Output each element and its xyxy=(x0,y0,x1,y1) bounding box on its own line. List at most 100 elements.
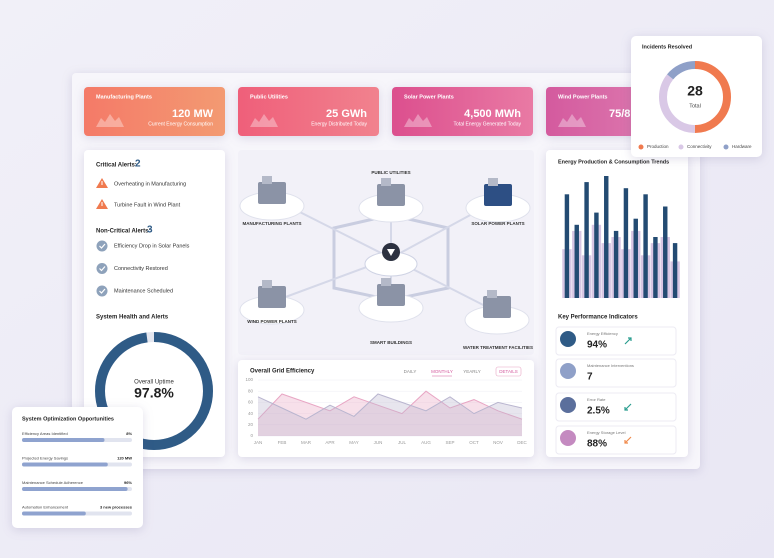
map-label: SMART BUILDINGS xyxy=(370,340,412,345)
card-value: 4,500 MWh xyxy=(464,108,521,120)
noncritical-title: Non-Critical Alerts: xyxy=(96,229,150,235)
card-title: Solar Power Plants xyxy=(404,94,454,100)
kpi-value: 94% xyxy=(587,340,607,351)
card-sparkline xyxy=(96,114,124,127)
map-building xyxy=(484,184,512,206)
trend-bar xyxy=(623,188,629,298)
x-tick-label: SEP xyxy=(445,440,454,445)
optimization-value: 96% xyxy=(124,480,132,485)
map-building xyxy=(258,286,286,308)
kpi-icon xyxy=(560,397,576,413)
check-icon xyxy=(96,285,108,297)
kpi-title: Key Performance Indicators xyxy=(558,315,638,321)
kpi-row xyxy=(555,326,677,356)
map-building xyxy=(377,184,405,206)
map-building-top xyxy=(262,280,272,288)
incidents-card xyxy=(631,36,762,157)
x-tick-label: FEB xyxy=(278,440,287,445)
kpi-row xyxy=(555,425,677,455)
details-label[interactable]: DETAILS xyxy=(499,369,517,374)
trend-bar xyxy=(663,206,668,298)
check-icon xyxy=(96,263,108,274)
map-label: WATER TREATMENT FACILITIES xyxy=(463,345,533,350)
progress-fill xyxy=(22,438,105,442)
map-building-top xyxy=(381,178,391,186)
incidents-total: 28 xyxy=(687,83,703,99)
legend-label: Connectivity xyxy=(687,144,712,149)
card-sparkline xyxy=(558,114,586,127)
trend-arrow xyxy=(624,337,632,345)
details-button[interactable] xyxy=(495,366,522,377)
stat-card xyxy=(84,87,225,136)
y-tick-label: 40 xyxy=(248,411,254,416)
kpi-value: 7 xyxy=(587,372,593,383)
chart-tab[interactable]: MONTHLY xyxy=(431,369,453,374)
kpi-icon xyxy=(560,430,576,446)
y-tick-label: 80 xyxy=(248,388,254,393)
check-mark xyxy=(99,288,106,294)
optimization-label: Automation Enhancement xyxy=(22,505,69,510)
chart-tab[interactable]: DAILY xyxy=(404,369,417,374)
map-label: MANUFACTURING PLANTS xyxy=(243,221,302,226)
card-title: Wind Power Plants xyxy=(558,94,607,100)
map-building-top xyxy=(488,178,498,186)
y-tick-label: 60 xyxy=(248,400,254,405)
warning-mark xyxy=(101,181,103,185)
trend-bar xyxy=(584,182,589,298)
x-tick-label: APR xyxy=(325,440,335,445)
x-tick-label: OCT xyxy=(469,440,479,445)
kpi-label: Energy Storage Level xyxy=(587,430,626,435)
map-building xyxy=(483,296,511,318)
kpi-row xyxy=(555,358,677,388)
x-tick-label: MAY xyxy=(349,440,358,445)
legend-dot xyxy=(638,144,644,150)
x-tick-label: NOV xyxy=(493,440,503,445)
alerts-panel xyxy=(84,150,225,457)
donut-segment xyxy=(659,61,731,133)
check-mark xyxy=(99,266,106,272)
card-subtitle: Total Energy Generated Today xyxy=(454,121,522,127)
area-fill xyxy=(258,391,522,436)
y-tick-label: 20 xyxy=(248,422,254,427)
x-tick-label: JAN xyxy=(254,440,263,445)
card-value: 75/8 xyxy=(609,108,630,120)
legend-label: Production xyxy=(647,144,669,149)
card-sparkline xyxy=(250,114,278,127)
y-tick-label: 100 xyxy=(245,377,253,382)
stat-card xyxy=(392,87,533,136)
noncritical-alert: Connectivity Restored xyxy=(114,266,168,272)
card-value: 120 MW xyxy=(172,108,214,120)
x-tick-label: JUL xyxy=(398,440,406,445)
health-title: System Health and Alerts xyxy=(96,315,169,321)
warning-mark xyxy=(101,202,103,206)
kpi-value: 88% xyxy=(587,439,607,450)
donut-segment xyxy=(659,61,731,133)
area-fill xyxy=(258,394,522,436)
kpi-row xyxy=(555,392,677,422)
kpi-label: Energy Efficiency xyxy=(587,331,618,336)
map-building xyxy=(377,284,405,306)
noncritical-count: 3 xyxy=(147,225,153,236)
critical-alert: Turbine Fault in Wind Plant xyxy=(114,202,181,208)
map-label: PUBLIC UTILITIES xyxy=(371,170,410,175)
kpi-label: Error Rate xyxy=(587,397,606,402)
legend-dot xyxy=(678,144,684,150)
chart-tab[interactable]: YEARLY xyxy=(463,369,480,374)
map-building xyxy=(258,182,286,204)
card-title: Manufacturing Plants xyxy=(96,94,152,100)
optimization-title: System Optimization Opportunities xyxy=(22,416,114,422)
uptime-value: 97.8% xyxy=(134,385,174,401)
trend-arrow xyxy=(624,436,632,444)
uptime-label: Overall Uptime xyxy=(134,380,174,386)
card-subtitle: Current Energy Consumption xyxy=(148,121,213,127)
map-label: SOLAR POWER PLANTS xyxy=(471,221,524,226)
card-subtitle: Energy Distributed Today xyxy=(311,121,367,127)
kpi-value: 2.5% xyxy=(587,406,610,417)
uptime-arc xyxy=(95,332,213,450)
card-title: Public Utilities xyxy=(250,94,288,100)
optimization-label: Efficiency Areas Identified xyxy=(22,431,68,436)
critical-count: 2 xyxy=(135,159,141,170)
map-building-top xyxy=(381,278,391,286)
critical-alert: Overheating in Manufacturing xyxy=(114,181,186,187)
